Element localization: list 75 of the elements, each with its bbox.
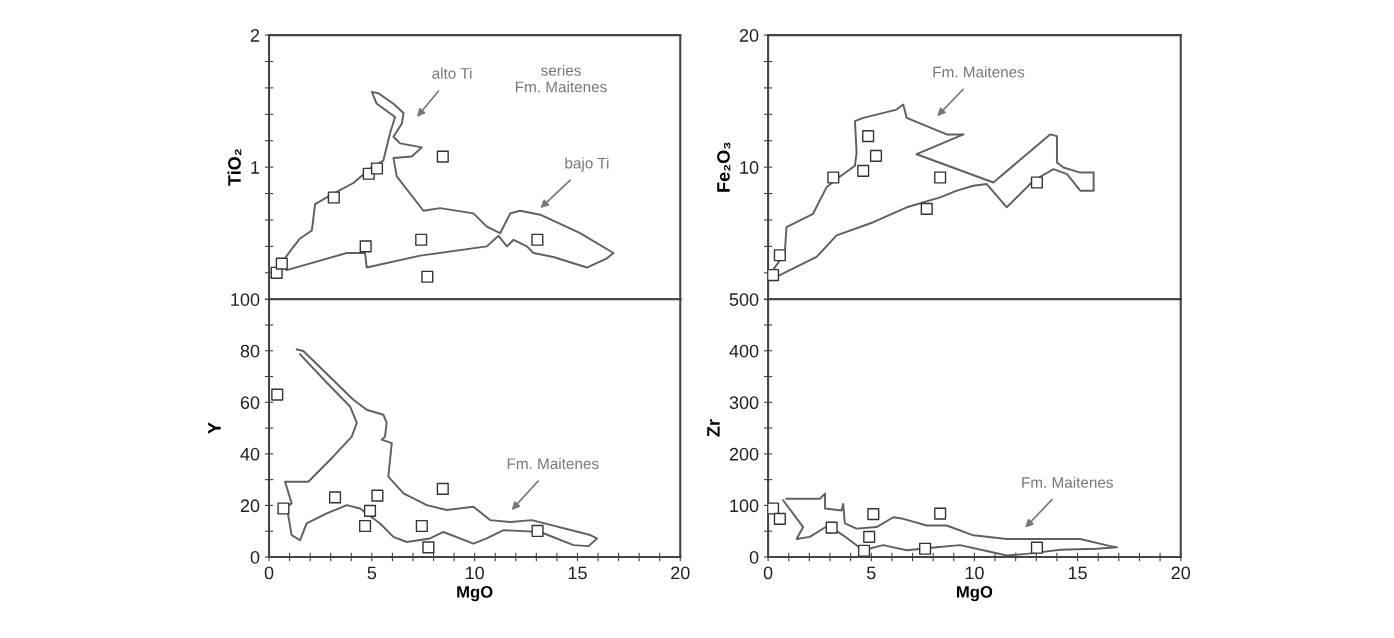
point [436, 482, 449, 496]
point [919, 542, 932, 555]
x-tick-label: 5 [866, 566, 876, 580]
point [531, 233, 544, 246]
point [827, 171, 840, 184]
point [327, 191, 340, 204]
x-tick-label: 20 [671, 566, 690, 580]
point [934, 507, 947, 520]
y-tick-label: 200 [729, 447, 759, 461]
y-tick-label: 100 [231, 293, 260, 306]
y-tick-label: 100 [730, 499, 759, 513]
point [867, 508, 880, 521]
y-axis-title: Y [208, 422, 221, 434]
point [1030, 176, 1043, 189]
point [363, 504, 377, 517]
point [768, 268, 780, 282]
y-tick-label: 10 [740, 161, 759, 174]
annotation: Fm. Maitenes [933, 66, 1025, 78]
y-tick-label: 20 [240, 499, 260, 513]
x-tick-label: 10 [465, 566, 484, 580]
point [277, 502, 290, 515]
point [328, 491, 342, 504]
point [275, 257, 288, 270]
x-tick-label: 10 [965, 566, 984, 580]
point [768, 502, 780, 515]
point [862, 130, 875, 143]
x-tick-label: 15 [1068, 566, 1087, 580]
x-tick-label: 15 [568, 566, 587, 580]
annotation: alto Ti [432, 67, 472, 79]
point [358, 519, 372, 533]
y-tick-label: 0 [749, 550, 759, 564]
annotation: Fm. Maitenes [1022, 476, 1113, 488]
y-axis-title: Zr [707, 419, 720, 437]
point [359, 240, 372, 253]
x-tick-label: 0 [264, 566, 274, 580]
point [370, 162, 384, 175]
point [531, 524, 544, 538]
point [422, 541, 435, 554]
point [436, 150, 449, 163]
point [920, 202, 933, 215]
y-tick-label: 2 [250, 29, 260, 42]
y-axis-title: Fe₂O₃ [717, 142, 731, 192]
y-axis-title: TiO₂ [227, 149, 242, 186]
x-tick-label: 20 [1171, 566, 1191, 580]
y-tick-label: 300 [729, 396, 759, 410]
point [773, 512, 786, 525]
point [415, 519, 428, 533]
x-tick-label: 0 [763, 566, 773, 580]
y-tick-label: 400 [729, 344, 759, 358]
point [271, 388, 284, 401]
y-tick-label: 80 [240, 344, 260, 358]
point [421, 270, 434, 283]
x-axis-title: MgO [957, 585, 993, 602]
x-tick-label: 5 [367, 566, 377, 580]
y-tick-label: 500 [729, 293, 759, 306]
point [934, 171, 947, 184]
point [869, 149, 883, 163]
line-series [782, 492, 1118, 557]
y-tick-label: 1 [251, 161, 260, 174]
point [415, 233, 428, 246]
point [1030, 541, 1043, 554]
annotation: series Fm. Maitenes [516, 64, 607, 93]
point [857, 544, 871, 557]
annotation: bajo Ti [565, 157, 609, 172]
point [773, 249, 786, 262]
x-axis-title: MgO [457, 585, 493, 602]
point [371, 489, 384, 502]
point [863, 530, 876, 543]
y-tick-label: 60 [240, 396, 260, 410]
y-tick-label: 20 [739, 29, 759, 42]
point [825, 521, 838, 534]
y-tick-label: 40 [240, 447, 260, 461]
point [857, 164, 870, 177]
y-tick-label: 0 [250, 550, 260, 564]
annotation: Fm. Maitenes [507, 457, 599, 470]
